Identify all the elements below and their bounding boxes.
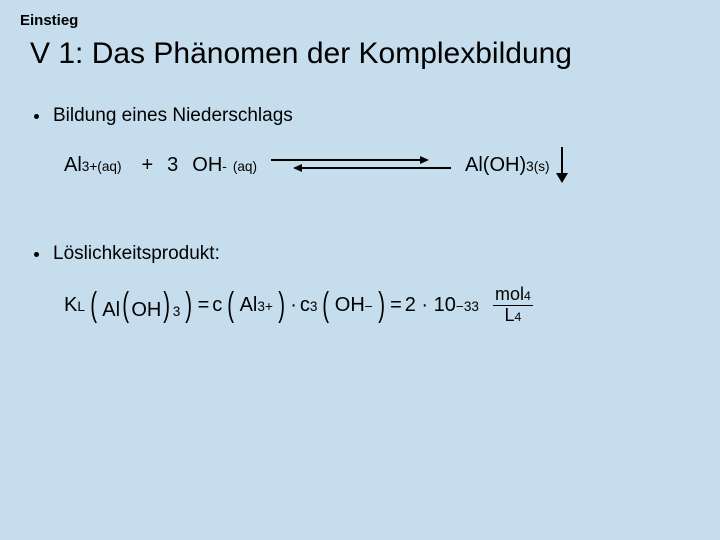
equals-2: = [390,294,402,317]
lparen-2: ( [228,288,235,322]
c2-exp: 3 [310,299,318,314]
c-2: c 3 [300,294,318,317]
unit-fraction: mol 4 L 4 [493,285,533,326]
frac-den: L 4 [502,306,523,326]
reactant-2: OH - (aq) [192,154,257,177]
bullet-text-1: Bildung eines Niederschlags [53,105,293,127]
arg1-oh: OH [131,299,161,322]
arg1-lp: ( [122,288,129,322]
bullet-text-2: Löslichkeitsprodukt: [53,243,220,265]
c2-base: OH [335,294,365,317]
frac-den-base: L [504,306,514,326]
reactant-1-charge: 3+ [82,159,98,174]
equation-1-area: Al 3+ (aq) + 3 OH - (aq) Al(OH) 3 (s) [64,147,700,183]
reactant-1-base: Al [64,154,82,177]
c1-base: Al [240,294,258,317]
equilibrium-arrow-icon [271,150,451,180]
rparen-1: ) [186,288,193,322]
reactant-1: Al 3+ (aq) [64,154,121,177]
product-1: Al(OH) 3 (s) [465,154,550,177]
val-exp: −33 [456,299,479,314]
lparen-1: ( [90,288,97,322]
reactant-1-state: (aq) [97,159,121,174]
coefficient: 3 [167,154,178,177]
val-base: 2 · 10 [405,294,456,317]
bullet-dot-icon [34,252,39,257]
rparen-3: ) [378,288,385,322]
lparen-3: ( [323,288,330,322]
product-1-base: Al(OH) [465,154,526,177]
K-sub: L [77,299,85,314]
plus-sign: + [141,154,153,177]
arg-1: Al ( OH ) 3 [102,288,180,322]
value: 2 · 10 −33 [405,294,479,317]
equals-1: = [198,294,210,317]
bullet-dot-icon [34,114,39,119]
c1-sup: 3+ [257,299,273,314]
reactant-2-charge: - [222,159,227,174]
frac-num: mol 4 [493,285,533,305]
formula-2: K L ( Al ( OH ) 3 ) = c ( Al 3+ ) · c 3 … [64,285,700,326]
formula-K: K L [64,294,85,317]
arg1-rp: ) [164,288,171,322]
c2-arg: OH − [335,294,373,317]
reactant-2-base: OH [192,154,222,177]
section-label: Einstieg [20,12,700,29]
bullet-item-2: Löslichkeitsprodukt: [34,243,700,265]
arg1-sub: 3 [173,304,181,319]
product-1-state: (s) [534,159,550,174]
frac-den-exp: 4 [514,311,521,324]
page-title: V 1: Das Phänomen der Komplexbildung [30,37,700,71]
arg1-al: Al [102,299,120,322]
c2-sym: c [300,294,310,317]
c1-arg: Al 3+ [240,294,273,317]
equation-1: Al 3+ (aq) + 3 OH - (aq) Al(OH) 3 (s) [64,147,700,183]
frac-num-exp: 4 [524,290,531,303]
bullet-item-1: Bildung eines Niederschlags [34,105,700,127]
product-1-sub: 3 [526,159,534,174]
precipitate-arrow-icon [556,147,568,183]
frac-num-base: mol [495,285,524,305]
K-symbol: K [64,294,77,317]
reactant-2-state: (aq) [233,159,257,174]
rparen-2: ) [278,288,285,322]
c2-sup: − [365,299,373,314]
c-1: c [212,294,222,317]
dot-1: · [290,294,297,317]
